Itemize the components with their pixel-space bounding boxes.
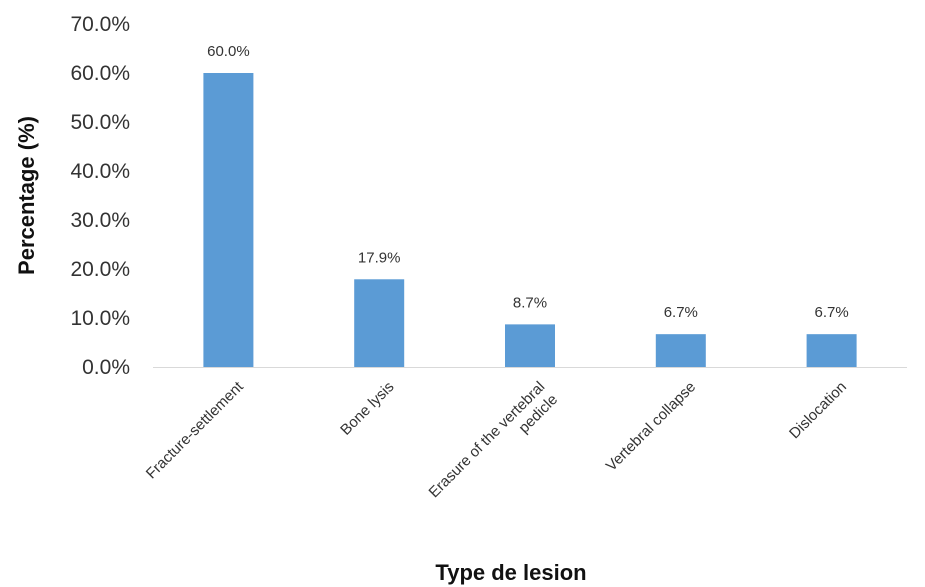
category-label-line: Fracture-settlement	[143, 378, 248, 483]
y-tick-label: 70.0%	[70, 13, 130, 36]
bar	[203, 73, 254, 367]
y-axis-title: Percentage (%)	[14, 116, 39, 275]
bars	[203, 73, 857, 367]
data-label: 6.7%	[664, 304, 698, 321]
y-tick-label: 0.0%	[82, 356, 130, 379]
category-label-line: Bone lysis	[337, 378, 397, 438]
data-label: 6.7%	[814, 304, 848, 321]
category-labels: Fracture-settlement Bone lysis Erasure of …	[143, 378, 850, 501]
y-tick-label: 40.0%	[70, 160, 130, 183]
y-tick-label: 10.0%	[70, 307, 130, 330]
bar	[354, 279, 405, 367]
category-label-line: Vertebral collapse	[603, 378, 699, 474]
y-tick-label: 50.0%	[70, 111, 130, 134]
y-axis-ticks: 0.0% 10.0% 20.0% 30.0% 40.0% 50.0% 60.0% 70.0%	[70, 13, 130, 379]
category-label: Fracture-settlement	[143, 378, 248, 483]
category-label-line: Erasure of the vertebral	[426, 378, 549, 501]
category-label: Bone lysis	[337, 378, 397, 438]
category-label-line: Dislocation	[786, 378, 850, 442]
bar	[806, 334, 857, 367]
x-axis-title: Type de lesion	[435, 560, 586, 585]
data-label: 17.9%	[358, 249, 401, 266]
y-tick-label: 20.0%	[70, 258, 130, 281]
data-label: 60.0%	[207, 43, 250, 60]
bar	[655, 334, 706, 367]
y-tick-label: 30.0%	[70, 209, 130, 232]
data-labels: 60.0% 17.9% 8.7% 6.7% 6.7%	[207, 43, 849, 321]
y-tick-label: 60.0%	[70, 62, 130, 85]
data-label: 8.7%	[513, 294, 547, 311]
category-label: Vertebral collapse	[603, 378, 699, 474]
category-label: Dislocation	[786, 378, 850, 442]
bar	[505, 324, 555, 367]
